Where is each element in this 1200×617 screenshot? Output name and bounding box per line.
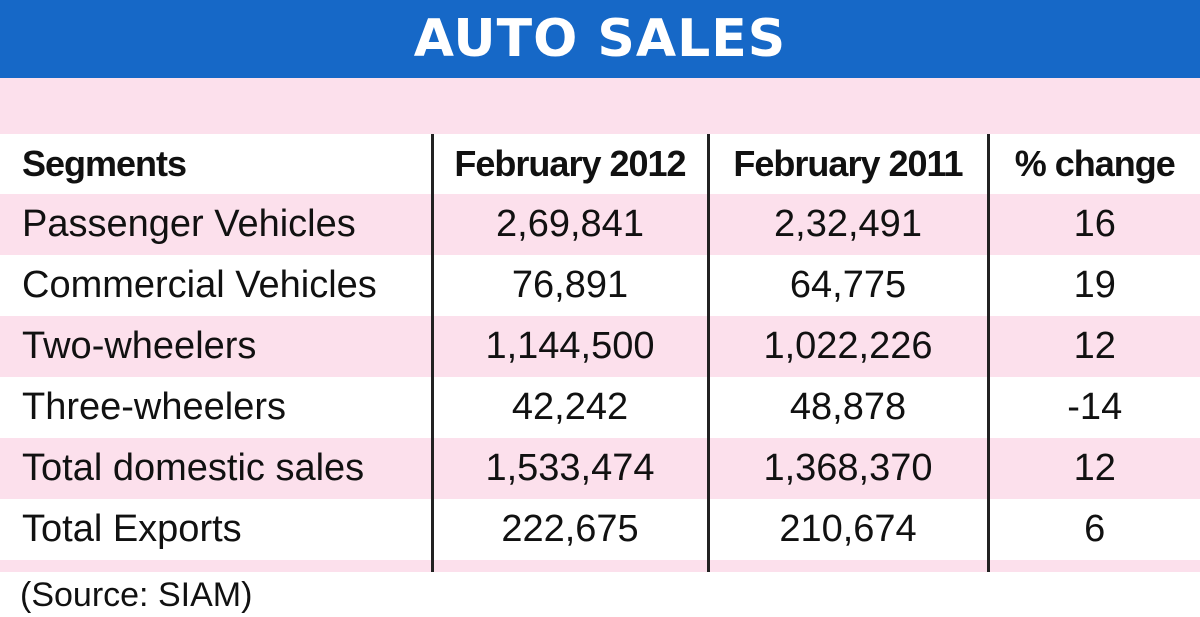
column-header-percent-change: % change bbox=[986, 134, 1200, 194]
row-percent-change: -14 bbox=[986, 377, 1200, 438]
row-segment: Total domestic sales bbox=[0, 438, 432, 499]
row-segment: Total Exports bbox=[0, 499, 432, 560]
page-title: AUTO SALES bbox=[413, 9, 787, 69]
row-segment: Commercial Vehicles bbox=[0, 255, 432, 316]
table-row: Three-wheelers 42,242 48,878 -14 bbox=[0, 377, 1200, 438]
table-row: Passenger Vehicles 2,69,841 2,32,491 16 bbox=[0, 194, 1200, 255]
table-row: Total Exports 222,675 210,674 6 bbox=[0, 499, 1200, 560]
title-spacer-band bbox=[0, 78, 1200, 134]
source-note: (Source: SIAM) bbox=[20, 576, 253, 614]
row-percent-change: 19 bbox=[986, 255, 1200, 316]
row-feb-2011: 210,674 bbox=[706, 499, 988, 560]
table-row: Commercial Vehicles 76,891 64,775 19 bbox=[0, 255, 1200, 316]
row-segment: Two-wheelers bbox=[0, 316, 432, 377]
row-feb-2011: 1,368,370 bbox=[706, 438, 988, 499]
footer-cell bbox=[986, 560, 1200, 572]
row-feb-2012: 2,69,841 bbox=[430, 194, 708, 255]
table-header-row: Segments February 2012 February 2011 % c… bbox=[0, 134, 1200, 194]
row-feb-2012: 222,675 bbox=[430, 499, 708, 560]
auto-sales-table: Segments February 2012 February 2011 % c… bbox=[0, 134, 1200, 572]
footer-cell bbox=[706, 560, 988, 572]
footer-cell bbox=[430, 560, 708, 572]
column-header-feb-2012: February 2012 bbox=[430, 134, 708, 194]
row-percent-change: 12 bbox=[986, 316, 1200, 377]
row-percent-change: 6 bbox=[986, 499, 1200, 560]
title-bar: AUTO SALES bbox=[0, 0, 1200, 78]
row-feb-2011: 2,32,491 bbox=[706, 194, 988, 255]
row-feb-2011: 1,022,226 bbox=[706, 316, 988, 377]
row-segment: Three-wheelers bbox=[0, 377, 432, 438]
footer-cell bbox=[0, 560, 432, 572]
table-footer-band bbox=[0, 560, 1200, 572]
column-header-feb-2011: February 2011 bbox=[706, 134, 988, 194]
row-percent-change: 16 bbox=[986, 194, 1200, 255]
row-feb-2012: 42,242 bbox=[430, 377, 708, 438]
row-feb-2012: 76,891 bbox=[430, 255, 708, 316]
row-percent-change: 12 bbox=[986, 438, 1200, 499]
column-header-segments: Segments bbox=[22, 143, 187, 184]
table-row: Total domestic sales 1,533,474 1,368,370… bbox=[0, 438, 1200, 499]
row-feb-2011: 48,878 bbox=[706, 377, 988, 438]
row-feb-2012: 1,533,474 bbox=[430, 438, 708, 499]
row-segment: Passenger Vehicles bbox=[0, 194, 432, 255]
row-feb-2011: 64,775 bbox=[706, 255, 988, 316]
row-feb-2012: 1,144,500 bbox=[430, 316, 708, 377]
table-row: Two-wheelers 1,144,500 1,022,226 12 bbox=[0, 316, 1200, 377]
